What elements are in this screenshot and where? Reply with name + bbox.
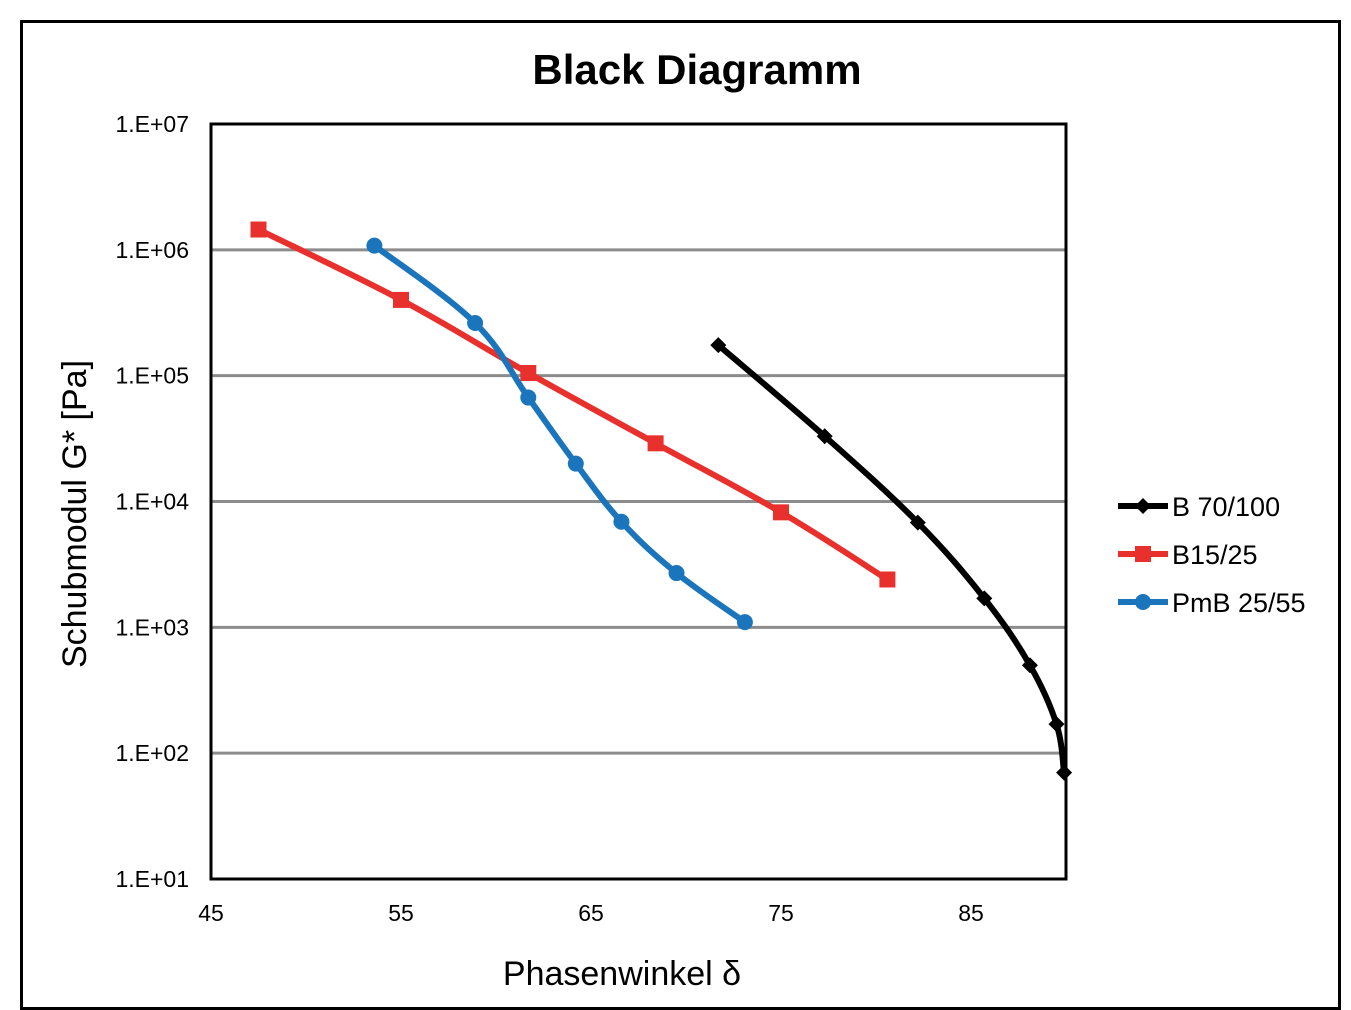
legend-label: B15/25 <box>1172 540 1258 570</box>
legend-entry: B 70/100 <box>1118 492 1280 522</box>
series-line <box>371 242 748 626</box>
data-point <box>366 237 383 254</box>
data-point <box>736 614 753 631</box>
data-point <box>520 389 537 406</box>
y-tick-label: 1.E+04 <box>115 489 189 515</box>
y-tick-label: 1.E+05 <box>115 363 189 389</box>
legend-label: B 70/100 <box>1172 492 1280 522</box>
data-point <box>668 565 685 582</box>
y-tick-label: 1.E+01 <box>115 866 189 892</box>
y-tick-label: 1.E+02 <box>115 740 189 766</box>
data-point <box>1048 716 1065 733</box>
data-point <box>393 291 409 308</box>
data-point <box>467 315 484 332</box>
y-tick-label: 1.E+03 <box>115 614 189 640</box>
legend-label: PmB 25/55 <box>1172 588 1306 618</box>
data-point <box>1056 764 1073 781</box>
y-tick-label: 1.E+07 <box>115 111 189 137</box>
series-line <box>255 226 891 583</box>
data-point <box>1021 657 1038 674</box>
series-b15-25 <box>250 221 896 588</box>
data-point <box>647 435 664 452</box>
x-tick-labels: 45 55 65 75 85 <box>198 900 984 926</box>
x-tick-label: 85 <box>958 900 984 926</box>
legend-entry: PmB 25/55 <box>1118 588 1306 618</box>
series-pmb-25-55 <box>366 237 753 631</box>
series-b-70-100 <box>710 337 1073 781</box>
chart-title: Black Diagramm <box>532 46 861 93</box>
data-point <box>710 337 727 354</box>
legend: B 70/100 B15/25 PmB 25/55 <box>1118 492 1306 618</box>
data-point <box>567 455 584 472</box>
data-point <box>879 571 896 588</box>
data-point <box>1135 594 1151 610</box>
data-point <box>1135 546 1151 562</box>
data-point <box>613 513 630 530</box>
x-axis-label: Phasenwinkel δ <box>503 955 741 993</box>
data-point <box>976 590 993 607</box>
x-tick-label: 55 <box>388 900 414 926</box>
series-lines <box>250 221 1073 781</box>
y-axis-label: Schubmodul G* [Pa] <box>56 360 94 668</box>
grid-lines <box>211 248 1066 755</box>
data-point <box>520 365 537 382</box>
y-tick-labels: 1.E+01 1.E+02 1.E+03 1.E+04 1.E+05 1.E+06 1.E+… <box>115 111 189 892</box>
x-tick-label: 45 <box>198 900 224 926</box>
data-point <box>773 504 789 521</box>
data-point <box>816 428 833 445</box>
y-tick-label: 1.E+06 <box>115 237 189 263</box>
plot-area-border <box>209 122 1068 881</box>
x-tick-label: 65 <box>578 900 604 926</box>
data-point <box>909 514 926 531</box>
data-point <box>250 221 267 238</box>
x-tick-label: 75 <box>768 900 794 926</box>
series-line <box>715 342 1068 776</box>
data-point <box>1135 498 1151 514</box>
legend-entry: B15/25 <box>1118 540 1258 570</box>
